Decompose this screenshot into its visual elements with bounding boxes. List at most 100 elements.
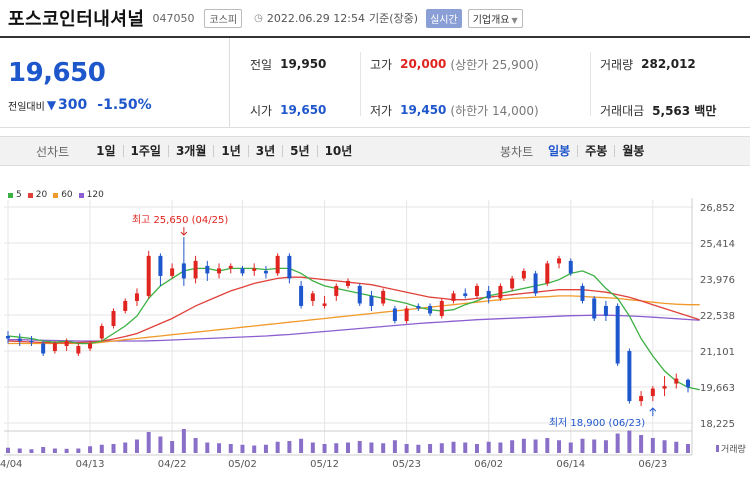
- period-10y[interactable]: 10년: [316, 145, 360, 157]
- open-label: 시가: [250, 103, 273, 118]
- legend-ma20: 20: [27, 190, 47, 200]
- period-daily[interactable]: 일봉: [548, 144, 571, 158]
- volume-legend-label: 거래량: [721, 443, 746, 455]
- period-5y[interactable]: 5년: [282, 145, 316, 157]
- quote-datetime: 2022.06.29 12:54: [266, 11, 366, 25]
- x-tick-label: 06/23: [638, 459, 667, 470]
- volume-bar: [627, 430, 632, 453]
- realtime-button[interactable]: 실시간: [426, 8, 462, 28]
- divider: [590, 52, 591, 116]
- candle-chart-title: 봉차트: [500, 144, 534, 159]
- candle-body: [123, 300, 128, 311]
- quote-panel: 19,650 전일대비 ▼ 300 -1.50% 전일 19,950 시가 19…: [0, 36, 750, 128]
- candle-body: [76, 346, 81, 354]
- period-3y[interactable]: 3년: [247, 145, 282, 157]
- candle-body: [439, 300, 444, 316]
- legend-swatch: [8, 192, 13, 198]
- legend-label: 60: [61, 190, 73, 200]
- volume-bar: [240, 444, 245, 453]
- low-value: 19,450: [400, 103, 447, 117]
- candle-body: [639, 396, 644, 402]
- volume-bar: [463, 442, 468, 453]
- volume-bar: [474, 444, 479, 453]
- period-1w[interactable]: 1주일: [122, 145, 168, 157]
- period-3m[interactable]: 3개월: [167, 145, 213, 157]
- volume-bar: [392, 440, 397, 453]
- chart-period-bar: 선차트 1일 1주일 3개월 1년 3년 5년 10년 봉차트 일봉 주봉 월봉: [0, 136, 750, 166]
- candle-body: [557, 258, 562, 264]
- volume-bar: [146, 432, 151, 453]
- period-1d[interactable]: 1일: [96, 144, 116, 158]
- company-info-dropdown[interactable]: 기업개요 ▼: [467, 8, 523, 28]
- volume-bar: [580, 438, 585, 453]
- y-tick-label: 23,976: [700, 275, 735, 286]
- high-value: 20,000: [400, 57, 447, 71]
- min-arrow-icon: [649, 407, 657, 417]
- y-tick-label: 21,101: [700, 347, 735, 358]
- volume-bar: [252, 445, 257, 453]
- candle-body: [592, 298, 597, 319]
- y-tick-label: 19,663: [700, 383, 735, 394]
- period-1y[interactable]: 1년: [213, 145, 247, 157]
- volume-legend-swatch: [716, 445, 719, 452]
- lower-limit: (하한가 14,000): [450, 103, 539, 118]
- candle-body: [17, 338, 22, 342]
- period-monthly[interactable]: 월봉: [614, 145, 651, 157]
- volume-bar: [263, 444, 268, 453]
- candle-body: [486, 290, 491, 299]
- candle-body: [650, 388, 655, 397]
- volume-bar: [6, 447, 10, 453]
- volume-bar: [111, 444, 116, 453]
- chart-legend: 5 20 60 120: [8, 190, 110, 200]
- x-tick-label: 06/02: [474, 459, 503, 470]
- legend-swatch: [78, 192, 84, 198]
- volume-cell: 거래량 282,012: [600, 54, 696, 74]
- candle-body: [346, 280, 350, 286]
- candle-body: [52, 343, 57, 352]
- low-label: 저가: [370, 103, 393, 118]
- volume-bar: [29, 449, 34, 453]
- candle-body: [580, 285, 585, 301]
- volume-bar: [639, 435, 644, 453]
- legend-swatch: [53, 192, 59, 198]
- x-tick-label: 04/22: [158, 459, 187, 470]
- divider: [360, 52, 361, 116]
- candle-body: [416, 305, 421, 309]
- upper-limit: (상한가 25,900): [450, 57, 539, 72]
- candle-body: [568, 260, 573, 274]
- candle-body: [603, 305, 608, 316]
- volume-bar: [357, 441, 362, 453]
- period-weekly[interactable]: 주봉: [577, 145, 614, 157]
- session-status: 기준(장중): [369, 12, 419, 25]
- volume-bar: [17, 448, 22, 453]
- candle-body: [357, 285, 362, 304]
- volume-bar: [615, 433, 620, 453]
- volume-bar: [123, 442, 128, 453]
- candle-body: [181, 263, 186, 279]
- high-label: 고가: [370, 57, 393, 72]
- prev-close-value: 19,950: [280, 57, 327, 71]
- volume-bar: [650, 438, 655, 453]
- candle-body: [64, 341, 69, 347]
- candle-body: [428, 305, 433, 314]
- volume-bar: [88, 446, 93, 453]
- candle-body: [275, 255, 280, 274]
- legend-swatch: [27, 192, 33, 198]
- min-price-annotation: 최저 18,900 (06/23): [549, 417, 645, 429]
- candle-body: [404, 308, 409, 321]
- candle-body: [41, 343, 46, 354]
- candle-body: [263, 270, 268, 274]
- stock-header: 포스코인터내셔널 047050 코스피 ◷ 2022.06.29 12:54 기…: [0, 0, 750, 36]
- candle-body: [228, 265, 233, 269]
- stock-code: 047050: [152, 11, 195, 25]
- max-arrow-icon: [180, 227, 188, 236]
- volume-bar: [346, 442, 350, 453]
- candle-body: [545, 263, 550, 284]
- y-tick-label: 26,852: [700, 203, 735, 214]
- candle-body: [451, 293, 456, 301]
- change-label: 전일대비: [8, 101, 45, 113]
- prev-close-label: 전일: [250, 57, 273, 72]
- candle-body: [170, 268, 175, 276]
- volume-bar: [322, 444, 327, 453]
